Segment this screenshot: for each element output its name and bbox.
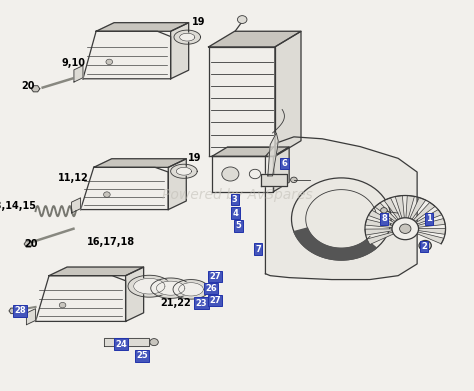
Text: 3: 3	[232, 195, 237, 204]
Circle shape	[292, 178, 391, 260]
Text: 4: 4	[233, 208, 238, 218]
Circle shape	[222, 167, 239, 181]
Text: 5: 5	[236, 221, 241, 231]
Polygon shape	[209, 47, 275, 156]
Text: 13,14,15: 13,14,15	[0, 201, 37, 211]
Polygon shape	[156, 281, 185, 295]
Circle shape	[103, 192, 110, 197]
Polygon shape	[128, 275, 171, 297]
Polygon shape	[416, 210, 442, 224]
Polygon shape	[365, 229, 392, 235]
Polygon shape	[367, 232, 393, 244]
Text: 16,17,18: 16,17,18	[87, 237, 136, 248]
Polygon shape	[410, 197, 426, 219]
Text: 27: 27	[209, 272, 220, 281]
Polygon shape	[49, 267, 144, 276]
Polygon shape	[368, 210, 394, 224]
Polygon shape	[36, 276, 126, 321]
Text: 25: 25	[137, 351, 148, 361]
Polygon shape	[179, 283, 203, 296]
Polygon shape	[31, 86, 40, 92]
Polygon shape	[209, 31, 301, 47]
Text: Powered by AvSpares: Powered by AvSpares	[162, 188, 312, 203]
Text: 23: 23	[196, 298, 207, 308]
Polygon shape	[395, 196, 404, 218]
Polygon shape	[104, 338, 149, 346]
Text: 20: 20	[24, 239, 37, 249]
Circle shape	[392, 218, 419, 240]
Text: 28: 28	[14, 306, 26, 316]
Polygon shape	[176, 167, 191, 175]
Circle shape	[400, 224, 411, 233]
Polygon shape	[268, 133, 278, 176]
Polygon shape	[212, 147, 289, 156]
Text: 11,12: 11,12	[58, 173, 89, 183]
Polygon shape	[261, 174, 287, 186]
Polygon shape	[94, 159, 186, 167]
Polygon shape	[365, 219, 392, 228]
Polygon shape	[9, 308, 17, 314]
Polygon shape	[171, 23, 189, 79]
Text: 27: 27	[209, 296, 220, 305]
Polygon shape	[96, 23, 189, 31]
Circle shape	[291, 177, 297, 183]
Polygon shape	[134, 278, 165, 294]
Text: 26: 26	[205, 284, 217, 293]
Text: 1: 1	[426, 214, 432, 224]
Text: 8: 8	[381, 214, 387, 224]
Polygon shape	[419, 228, 446, 234]
Polygon shape	[180, 33, 195, 41]
Polygon shape	[265, 137, 417, 280]
Circle shape	[249, 169, 261, 179]
Polygon shape	[168, 159, 186, 210]
Polygon shape	[83, 31, 171, 79]
Polygon shape	[294, 228, 376, 260]
Polygon shape	[275, 31, 301, 156]
Circle shape	[381, 208, 387, 213]
Polygon shape	[212, 156, 273, 192]
Text: 9,10: 9,10	[62, 57, 85, 68]
Circle shape	[106, 59, 112, 65]
Text: 2: 2	[421, 242, 427, 251]
Polygon shape	[413, 203, 435, 221]
Polygon shape	[27, 309, 36, 325]
Polygon shape	[74, 66, 83, 82]
Text: 6: 6	[282, 159, 287, 168]
Text: 24: 24	[115, 339, 127, 349]
Polygon shape	[151, 278, 191, 298]
Polygon shape	[418, 219, 445, 227]
Polygon shape	[375, 203, 397, 222]
Polygon shape	[406, 196, 414, 218]
Text: 19: 19	[192, 16, 206, 27]
Polygon shape	[273, 147, 289, 192]
Text: 19: 19	[188, 153, 201, 163]
Circle shape	[150, 339, 158, 346]
Polygon shape	[126, 267, 144, 321]
Polygon shape	[173, 280, 209, 299]
Text: 20: 20	[22, 81, 35, 91]
Circle shape	[237, 16, 247, 23]
Polygon shape	[72, 198, 81, 213]
Polygon shape	[384, 198, 401, 219]
Polygon shape	[417, 232, 444, 244]
Polygon shape	[24, 241, 33, 247]
Polygon shape	[171, 164, 197, 178]
Polygon shape	[81, 167, 168, 210]
Circle shape	[419, 240, 431, 251]
Text: 21,22: 21,22	[160, 298, 191, 308]
Text: 7: 7	[255, 244, 261, 254]
Polygon shape	[174, 30, 201, 44]
Circle shape	[59, 302, 66, 308]
